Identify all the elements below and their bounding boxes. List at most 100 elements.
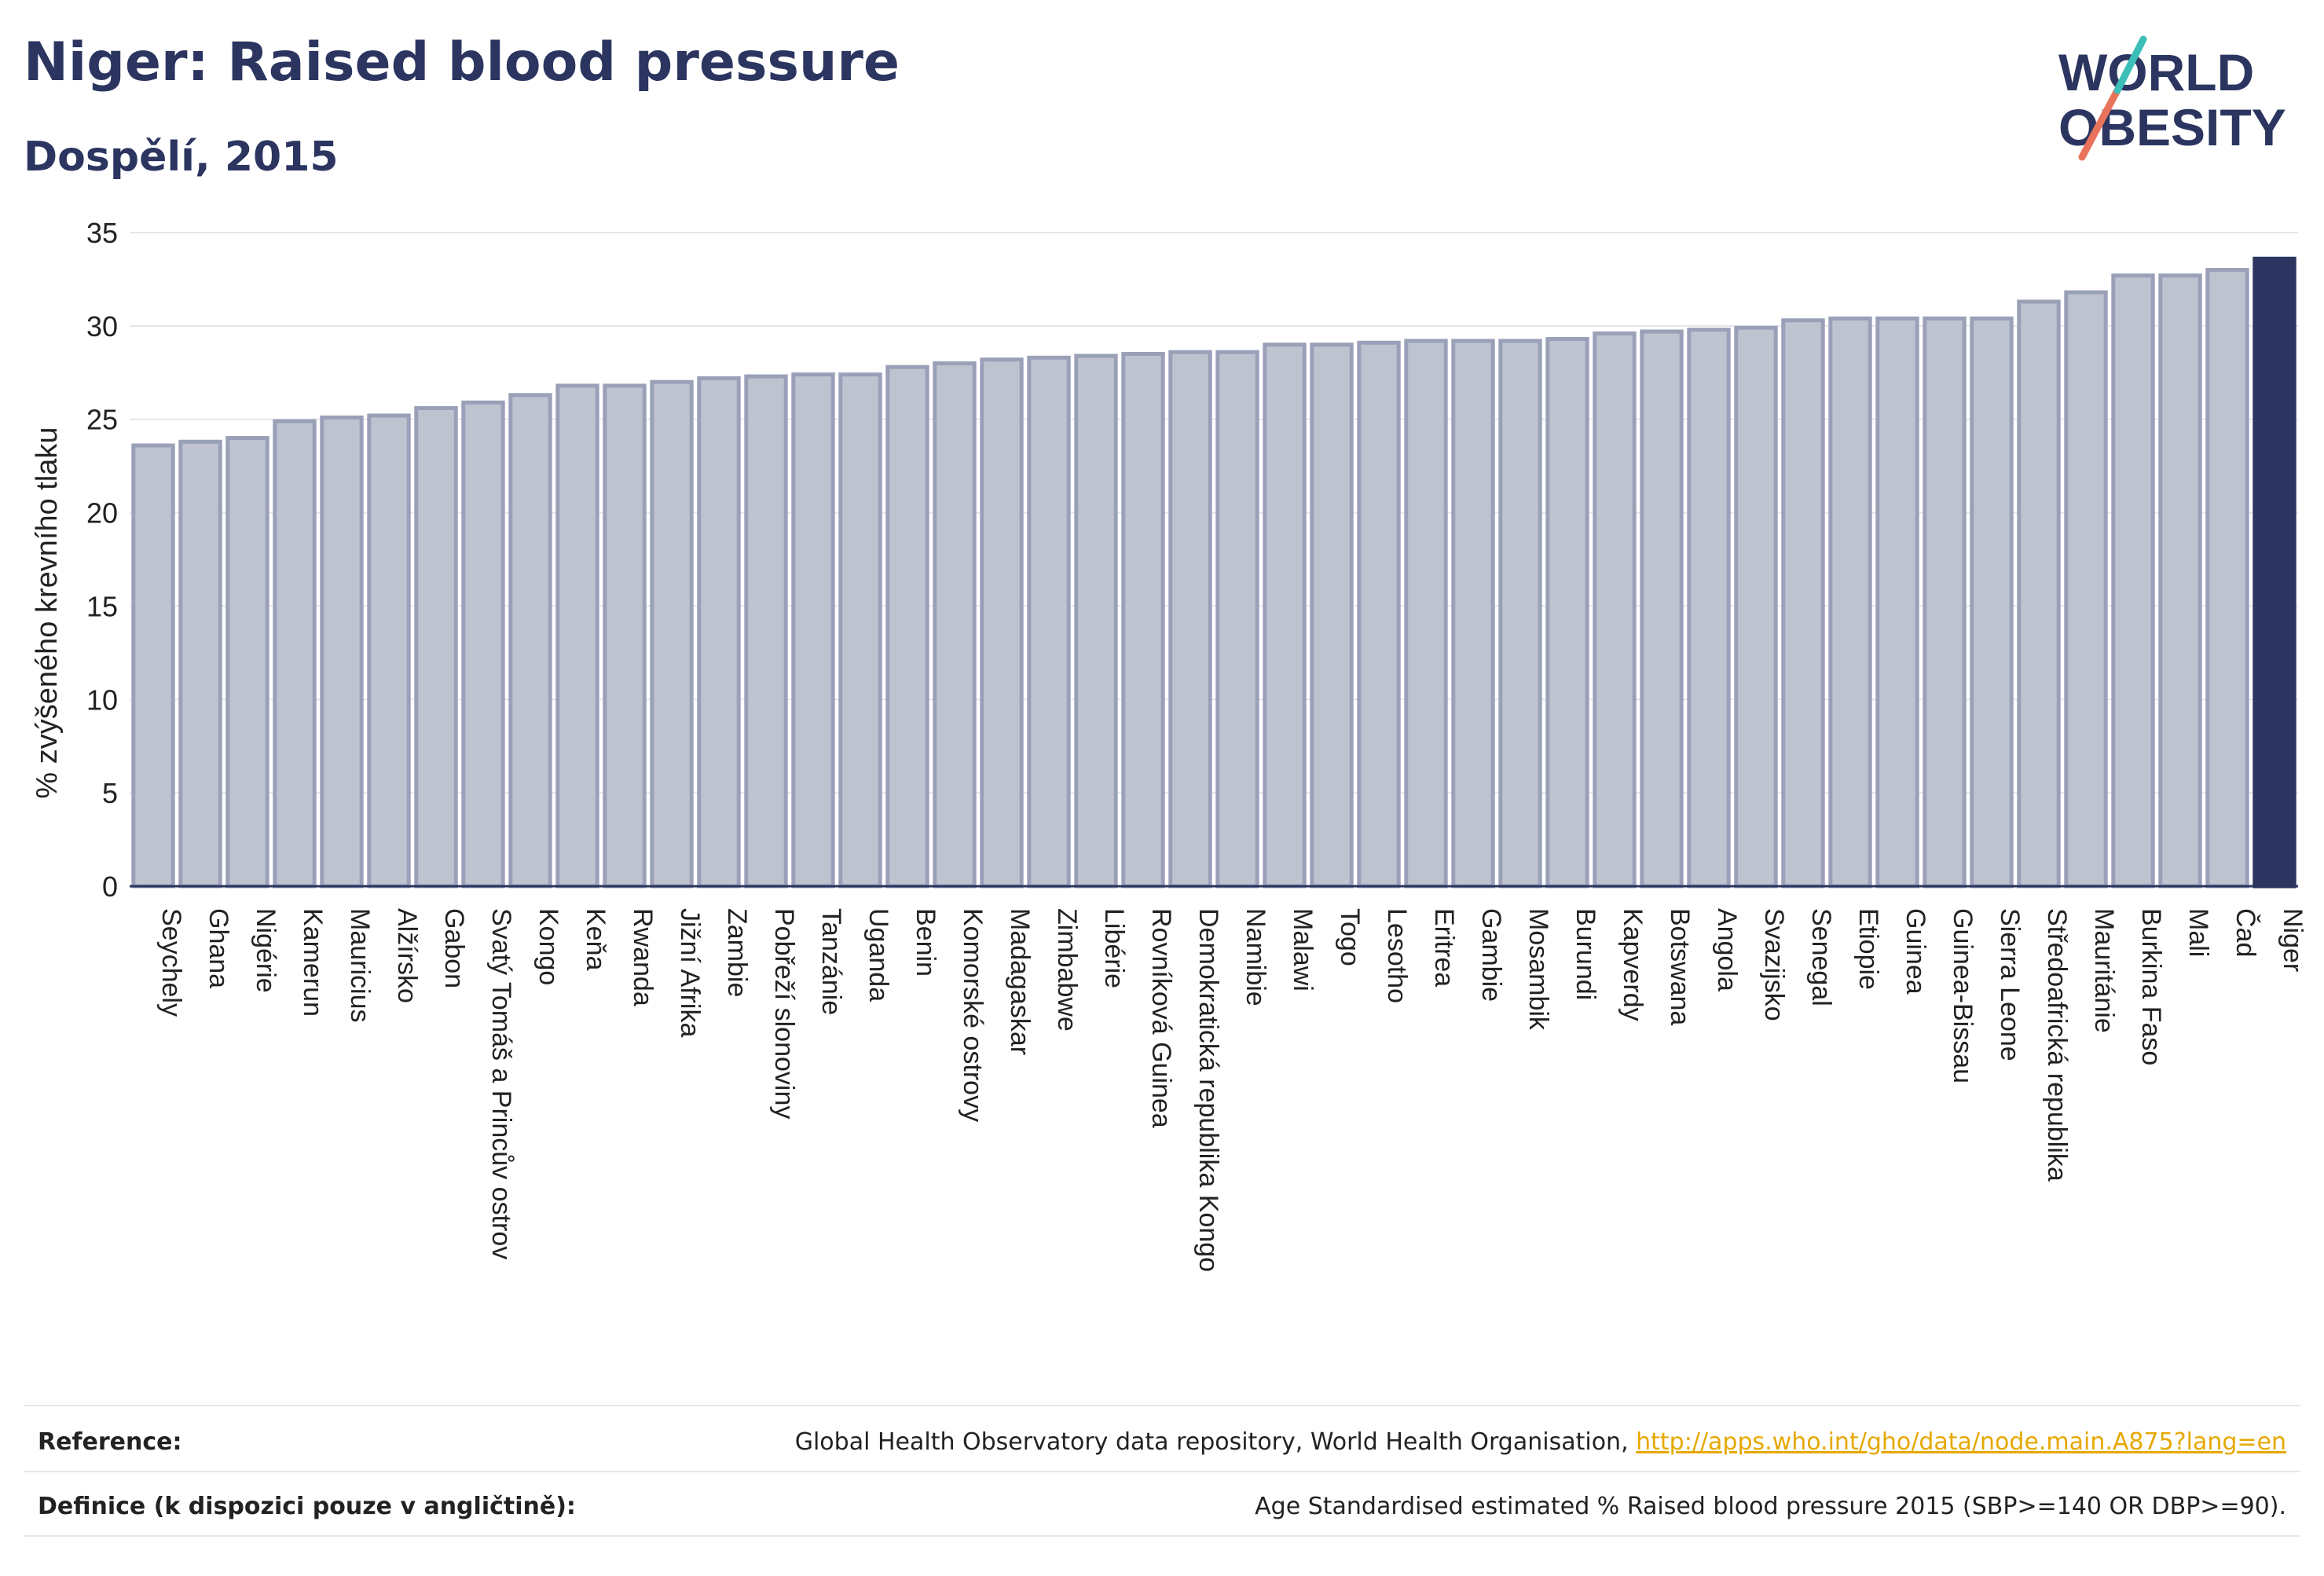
x-tick-label: Madagaskar — [1005, 908, 1035, 1055]
footer-divider-top — [24, 1405, 2300, 1406]
definition-text: Age Standardised estimated % Raised bloo… — [1255, 1493, 2286, 1520]
x-tick-label: Niger — [2278, 908, 2308, 972]
definition-label: Definice (k dispozici pouze v angličtině… — [38, 1493, 576, 1520]
x-tick-label: Togo — [1335, 908, 1365, 966]
bar — [1357, 340, 1401, 889]
reference-link[interactable]: http://apps.who.int/gho/data/node.main.A… — [1636, 1428, 2286, 1456]
bar — [1734, 325, 1778, 889]
x-tick-label: Benin — [911, 908, 940, 977]
x-tick-label: Angola — [1712, 908, 1742, 991]
x-tick-label: Demokratická republika Kongo — [1193, 908, 1223, 1272]
x-tick-label: Jižní Afrika — [675, 908, 705, 1037]
bar-layer — [130, 256, 2298, 889]
bar — [1828, 316, 1872, 889]
x-tick-label: Etiopie — [1853, 908, 1883, 990]
x-tick-label: Pobřeží slonoviny — [769, 908, 799, 1119]
bar — [1310, 343, 1354, 889]
bar — [1545, 336, 1589, 889]
reference-value: Global Health Observatory data repositor… — [795, 1428, 2286, 1456]
bar — [650, 379, 694, 889]
x-tick-label: Gambie — [1476, 908, 1506, 1002]
bar — [1687, 328, 1731, 889]
bar — [1875, 316, 1919, 889]
bar — [1168, 350, 1212, 889]
x-tick-label: Malawi — [1288, 908, 1318, 991]
y-tick-label: 20 — [86, 497, 118, 530]
bar — [1074, 354, 1118, 889]
x-tick-label: Gabon — [439, 908, 469, 988]
bar — [744, 374, 788, 889]
x-tick-label: Guinea-Bissau — [1948, 908, 1978, 1083]
bar — [555, 383, 599, 889]
x-tick-label: Uganda — [863, 908, 893, 1002]
y-tick-label: 15 — [86, 590, 118, 622]
reference-label: Reference: — [38, 1428, 182, 1456]
page-title: Niger: Raised blood pressure — [24, 31, 900, 93]
y-tick-label: 25 — [86, 404, 118, 436]
bar — [273, 419, 317, 889]
bar — [980, 357, 1024, 889]
category-label-layer: Seychely Ghana Nigérie Kamerun Mauricius Alží… — [156, 908, 2308, 1272]
bar — [1263, 343, 1307, 889]
logo-line1: WORLD — [2058, 43, 2254, 101]
bar — [178, 439, 222, 889]
bar-chart: 0 5 10 15 20 25 30 35 Seychely Ghana Nigérie Kamer… — [31, 217, 2308, 1272]
reference-text: Global Health Observatory data repositor… — [794, 1428, 1637, 1456]
bar — [2017, 299, 2061, 889]
x-tick-label: Svazijsko — [1759, 908, 1789, 1021]
bar — [1498, 339, 1542, 889]
x-tick-label: Alžírsko — [392, 908, 422, 1003]
x-tick-label: Kapverdy — [1618, 908, 1648, 1021]
x-tick-label: Burundi — [1571, 908, 1600, 1000]
bar — [933, 361, 977, 889]
x-tick-label: Mauritánie — [2089, 908, 2119, 1033]
logo-slash-red — [2078, 86, 2121, 161]
bar — [2205, 268, 2249, 889]
bar — [2158, 273, 2202, 889]
y-tick-label: 5 — [102, 777, 118, 809]
bar — [1640, 329, 1684, 889]
y-tick-label: 30 — [86, 310, 118, 343]
x-tick-label: Komorské ostrovy — [958, 908, 988, 1122]
x-tick-label: Rovníková Guinea — [1146, 908, 1176, 1128]
footer-divider-middle — [24, 1471, 2300, 1472]
x-tick-label: Kongo — [533, 908, 563, 985]
x-tick-label: Seychely — [156, 908, 186, 1017]
page-subtitle: Dospělí, 2015 — [24, 134, 339, 181]
footer-divider-bottom — [24, 1535, 2300, 1537]
x-tick-label: Senegal — [1806, 908, 1836, 1006]
y-tick-label: 35 — [86, 217, 118, 249]
bar — [320, 415, 364, 889]
bar — [1027, 355, 1071, 889]
y-axis-label: % zvýšeného krevního tlaku — [31, 427, 64, 798]
x-tick-label: Rwanda — [628, 908, 658, 1006]
world-obesity-logo: WORLD OBESITY — [2058, 35, 2286, 161]
x-tick-label: Svatý Tomáš a Princův ostrov — [486, 908, 516, 1259]
x-tick-label: Tanzánie — [816, 908, 846, 1015]
x-tick-label: Eritrea — [1429, 908, 1459, 987]
bar — [414, 405, 458, 889]
x-tick-label: Mosambik — [1523, 908, 1553, 1031]
bar — [697, 376, 741, 889]
x-tick-label: Kamerun — [298, 908, 328, 1017]
bar — [461, 400, 505, 889]
bar — [1970, 316, 2014, 889]
bar — [1781, 318, 1825, 889]
x-tick-label: Lesotho — [1382, 908, 1412, 1003]
bar — [2064, 290, 2108, 889]
bar — [1593, 331, 1637, 889]
x-tick-label: Burkina Faso — [2136, 908, 2166, 1065]
x-tick-label: Ghana — [203, 908, 233, 988]
bar — [885, 365, 929, 889]
y-tick-label: 10 — [86, 684, 118, 716]
x-tick-label: Středoafrická republika — [2042, 908, 2072, 1182]
bar — [131, 443, 175, 889]
bar — [225, 435, 269, 889]
bar — [603, 383, 647, 889]
bar-highlight — [2253, 256, 2297, 889]
x-tick-label: Guinea — [1901, 908, 1930, 995]
x-tick-label: Mauricius — [345, 908, 375, 1022]
x-tick-label: Zambie — [722, 908, 752, 997]
bar — [838, 372, 882, 889]
logo-slash-teal — [2113, 35, 2147, 94]
